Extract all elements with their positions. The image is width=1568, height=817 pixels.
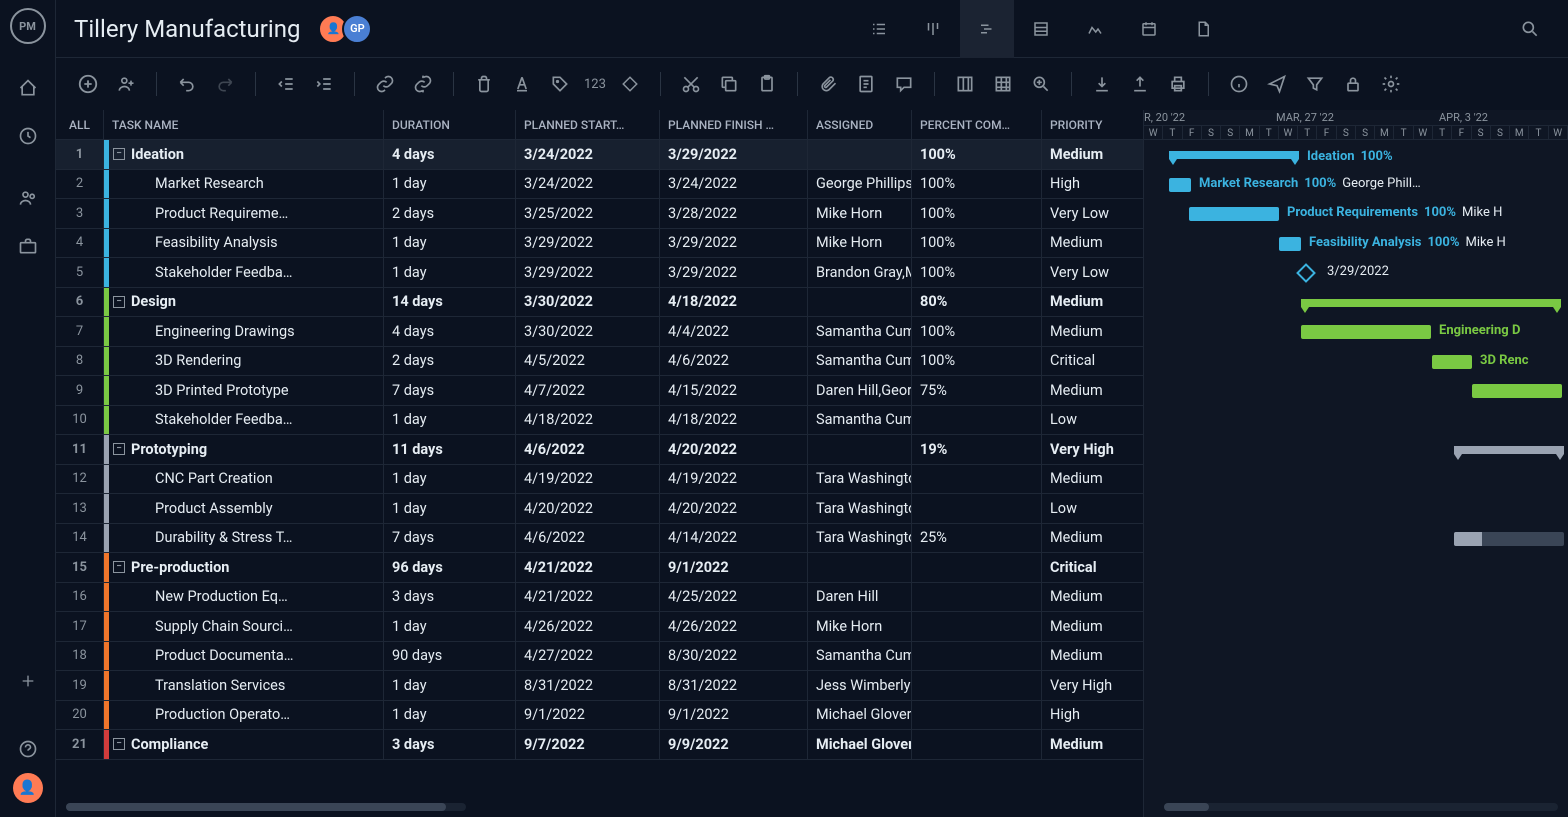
member-avatar[interactable]: GP <box>342 14 372 44</box>
people-icon[interactable] <box>8 178 48 218</box>
task-grid: ALL TASK NAME DURATION PLANNED START… PL… <box>56 110 1144 817</box>
help-icon[interactable] <box>8 729 48 769</box>
task-row[interactable]: 4 Feasibility Analysis 1 day 3/29/2022 3… <box>56 229 1143 259</box>
project-members[interactable]: 👤 GP <box>318 14 372 44</box>
task-row[interactable]: 21 −Compliance 3 days 9/7/2022 9/9/2022 … <box>56 730 1143 760</box>
task-row[interactable]: 19 Translation Services 1 day 8/31/2022 … <box>56 671 1143 701</box>
task-row[interactable]: 1 −Ideation 4 days 3/24/2022 3/29/2022 1… <box>56 140 1143 170</box>
col-finish[interactable]: PLANNED FINISH … <box>660 110 808 139</box>
add-person-icon[interactable] <box>112 70 140 98</box>
task-row[interactable]: 13 Product Assembly 1 day 4/20/2022 4/20… <box>56 494 1143 524</box>
add-task-icon[interactable] <box>74 70 102 98</box>
import-icon[interactable] <box>1088 70 1116 98</box>
filter-icon[interactable] <box>1301 70 1329 98</box>
gantt-scrollbar[interactable] <box>1164 803 1558 811</box>
view-board-icon[interactable] <box>906 0 960 58</box>
task-row[interactable]: 7 Engineering Drawings 4 days 3/30/2022 … <box>56 317 1143 347</box>
format-icon[interactable] <box>508 70 536 98</box>
send-icon[interactable] <box>1263 70 1291 98</box>
indent-icon[interactable] <box>310 70 338 98</box>
view-gantt-icon[interactable] <box>960 0 1014 58</box>
unlink-icon[interactable] <box>409 70 437 98</box>
task-row[interactable]: 5 Stakeholder Feedba… 1 day 3/29/2022 3/… <box>56 258 1143 288</box>
task-row[interactable]: 14 Durability & Stress T… 7 days 4/6/202… <box>56 524 1143 554</box>
h-scrollbar[interactable] <box>66 803 466 811</box>
gantt-chart: R, 20 '22MAR, 27 '22APR, 3 '22 WTFSSMTWT… <box>1144 110 1568 817</box>
app-logo[interactable]: PM <box>10 8 46 44</box>
task-row[interactable]: 9 3D Printed Prototype 7 days 4/7/2022 4… <box>56 376 1143 406</box>
cut-icon[interactable] <box>677 70 705 98</box>
task-row[interactable]: 6 −Design 14 days 3/30/2022 4/18/2022 80… <box>56 288 1143 318</box>
task-row[interactable]: 20 Production Operato… 1 day 9/1/2022 9/… <box>56 701 1143 731</box>
export-icon[interactable] <box>1126 70 1154 98</box>
task-row[interactable]: 2 Market Research 1 day 3/24/2022 3/24/2… <box>56 170 1143 200</box>
col-taskname[interactable]: TASK NAME <box>104 110 384 139</box>
copy-icon[interactable] <box>715 70 743 98</box>
left-sidebar: PM 👤 <box>0 0 56 817</box>
columns-icon[interactable] <box>951 70 979 98</box>
tool-number: 123 <box>584 77 606 92</box>
user-avatar[interactable]: 👤 <box>13 773 43 803</box>
task-row[interactable]: 15 −Pre-production 96 days 4/21/2022 9/1… <box>56 553 1143 583</box>
paste-icon[interactable] <box>753 70 781 98</box>
tag-icon[interactable] <box>546 70 574 98</box>
view-file-icon[interactable] <box>1176 0 1230 58</box>
clock-icon[interactable] <box>8 116 48 156</box>
milestone-icon[interactable] <box>616 70 644 98</box>
task-row[interactable]: 3 Product Requireme… 2 days 3/25/2022 3/… <box>56 199 1143 229</box>
link-icon[interactable] <box>371 70 399 98</box>
task-row[interactable]: 18 Product Documenta… 90 days 4/27/2022 … <box>56 642 1143 672</box>
project-title: Tillery Manufacturing <box>74 15 300 43</box>
col-priority[interactable]: PRIORITY <box>1042 110 1132 139</box>
task-row[interactable]: 11 −Prototyping 11 days 4/6/2022 4/20/20… <box>56 435 1143 465</box>
undo-icon[interactable] <box>173 70 201 98</box>
view-list-icon[interactable] <box>852 0 906 58</box>
gantt-header: R, 20 '22MAR, 27 '22APR, 3 '22 WTFSSMTWT… <box>1144 110 1568 140</box>
toolbar: 123 <box>56 58 1568 110</box>
briefcase-icon[interactable] <box>8 226 48 266</box>
task-row[interactable]: 16 New Production Eq… 3 days 4/21/2022 4… <box>56 583 1143 613</box>
add-icon[interactable] <box>8 661 48 701</box>
view-workload-icon[interactable] <box>1068 0 1122 58</box>
info-icon[interactable] <box>1225 70 1253 98</box>
outdent-icon[interactable] <box>272 70 300 98</box>
view-calendar-icon[interactable] <box>1122 0 1176 58</box>
col-assigned[interactable]: ASSIGNED <box>808 110 912 139</box>
notes-icon[interactable] <box>852 70 880 98</box>
lock-icon[interactable] <box>1339 70 1367 98</box>
view-sheet-icon[interactable] <box>1014 0 1068 58</box>
print-icon[interactable] <box>1164 70 1192 98</box>
grid-header: ALL TASK NAME DURATION PLANNED START… PL… <box>56 110 1143 140</box>
col-duration[interactable]: DURATION <box>384 110 516 139</box>
settings-icon[interactable] <box>1377 70 1405 98</box>
task-row[interactable]: 10 Stakeholder Feedba… 1 day 4/18/2022 4… <box>56 406 1143 436</box>
task-row[interactable]: 17 Supply Chain Sourci… 1 day 4/26/2022 … <box>56 612 1143 642</box>
comment-icon[interactable] <box>890 70 918 98</box>
task-row[interactable]: 12 CNC Part Creation 1 day 4/19/2022 4/1… <box>56 465 1143 495</box>
attachment-icon[interactable] <box>814 70 842 98</box>
delete-icon[interactable] <box>470 70 498 98</box>
redo-icon[interactable] <box>211 70 239 98</box>
search-icon[interactable] <box>1510 9 1550 49</box>
col-all[interactable]: ALL <box>56 110 104 139</box>
col-start[interactable]: PLANNED START… <box>516 110 660 139</box>
home-icon[interactable] <box>8 68 48 108</box>
zoom-icon[interactable] <box>1027 70 1055 98</box>
task-row[interactable]: 8 3D Rendering 2 days 4/5/2022 4/6/2022 … <box>56 347 1143 377</box>
grid-icon[interactable] <box>989 70 1017 98</box>
topbar: Tillery Manufacturing 👤 GP <box>56 0 1568 58</box>
col-percent[interactable]: PERCENT COM… <box>912 110 1042 139</box>
